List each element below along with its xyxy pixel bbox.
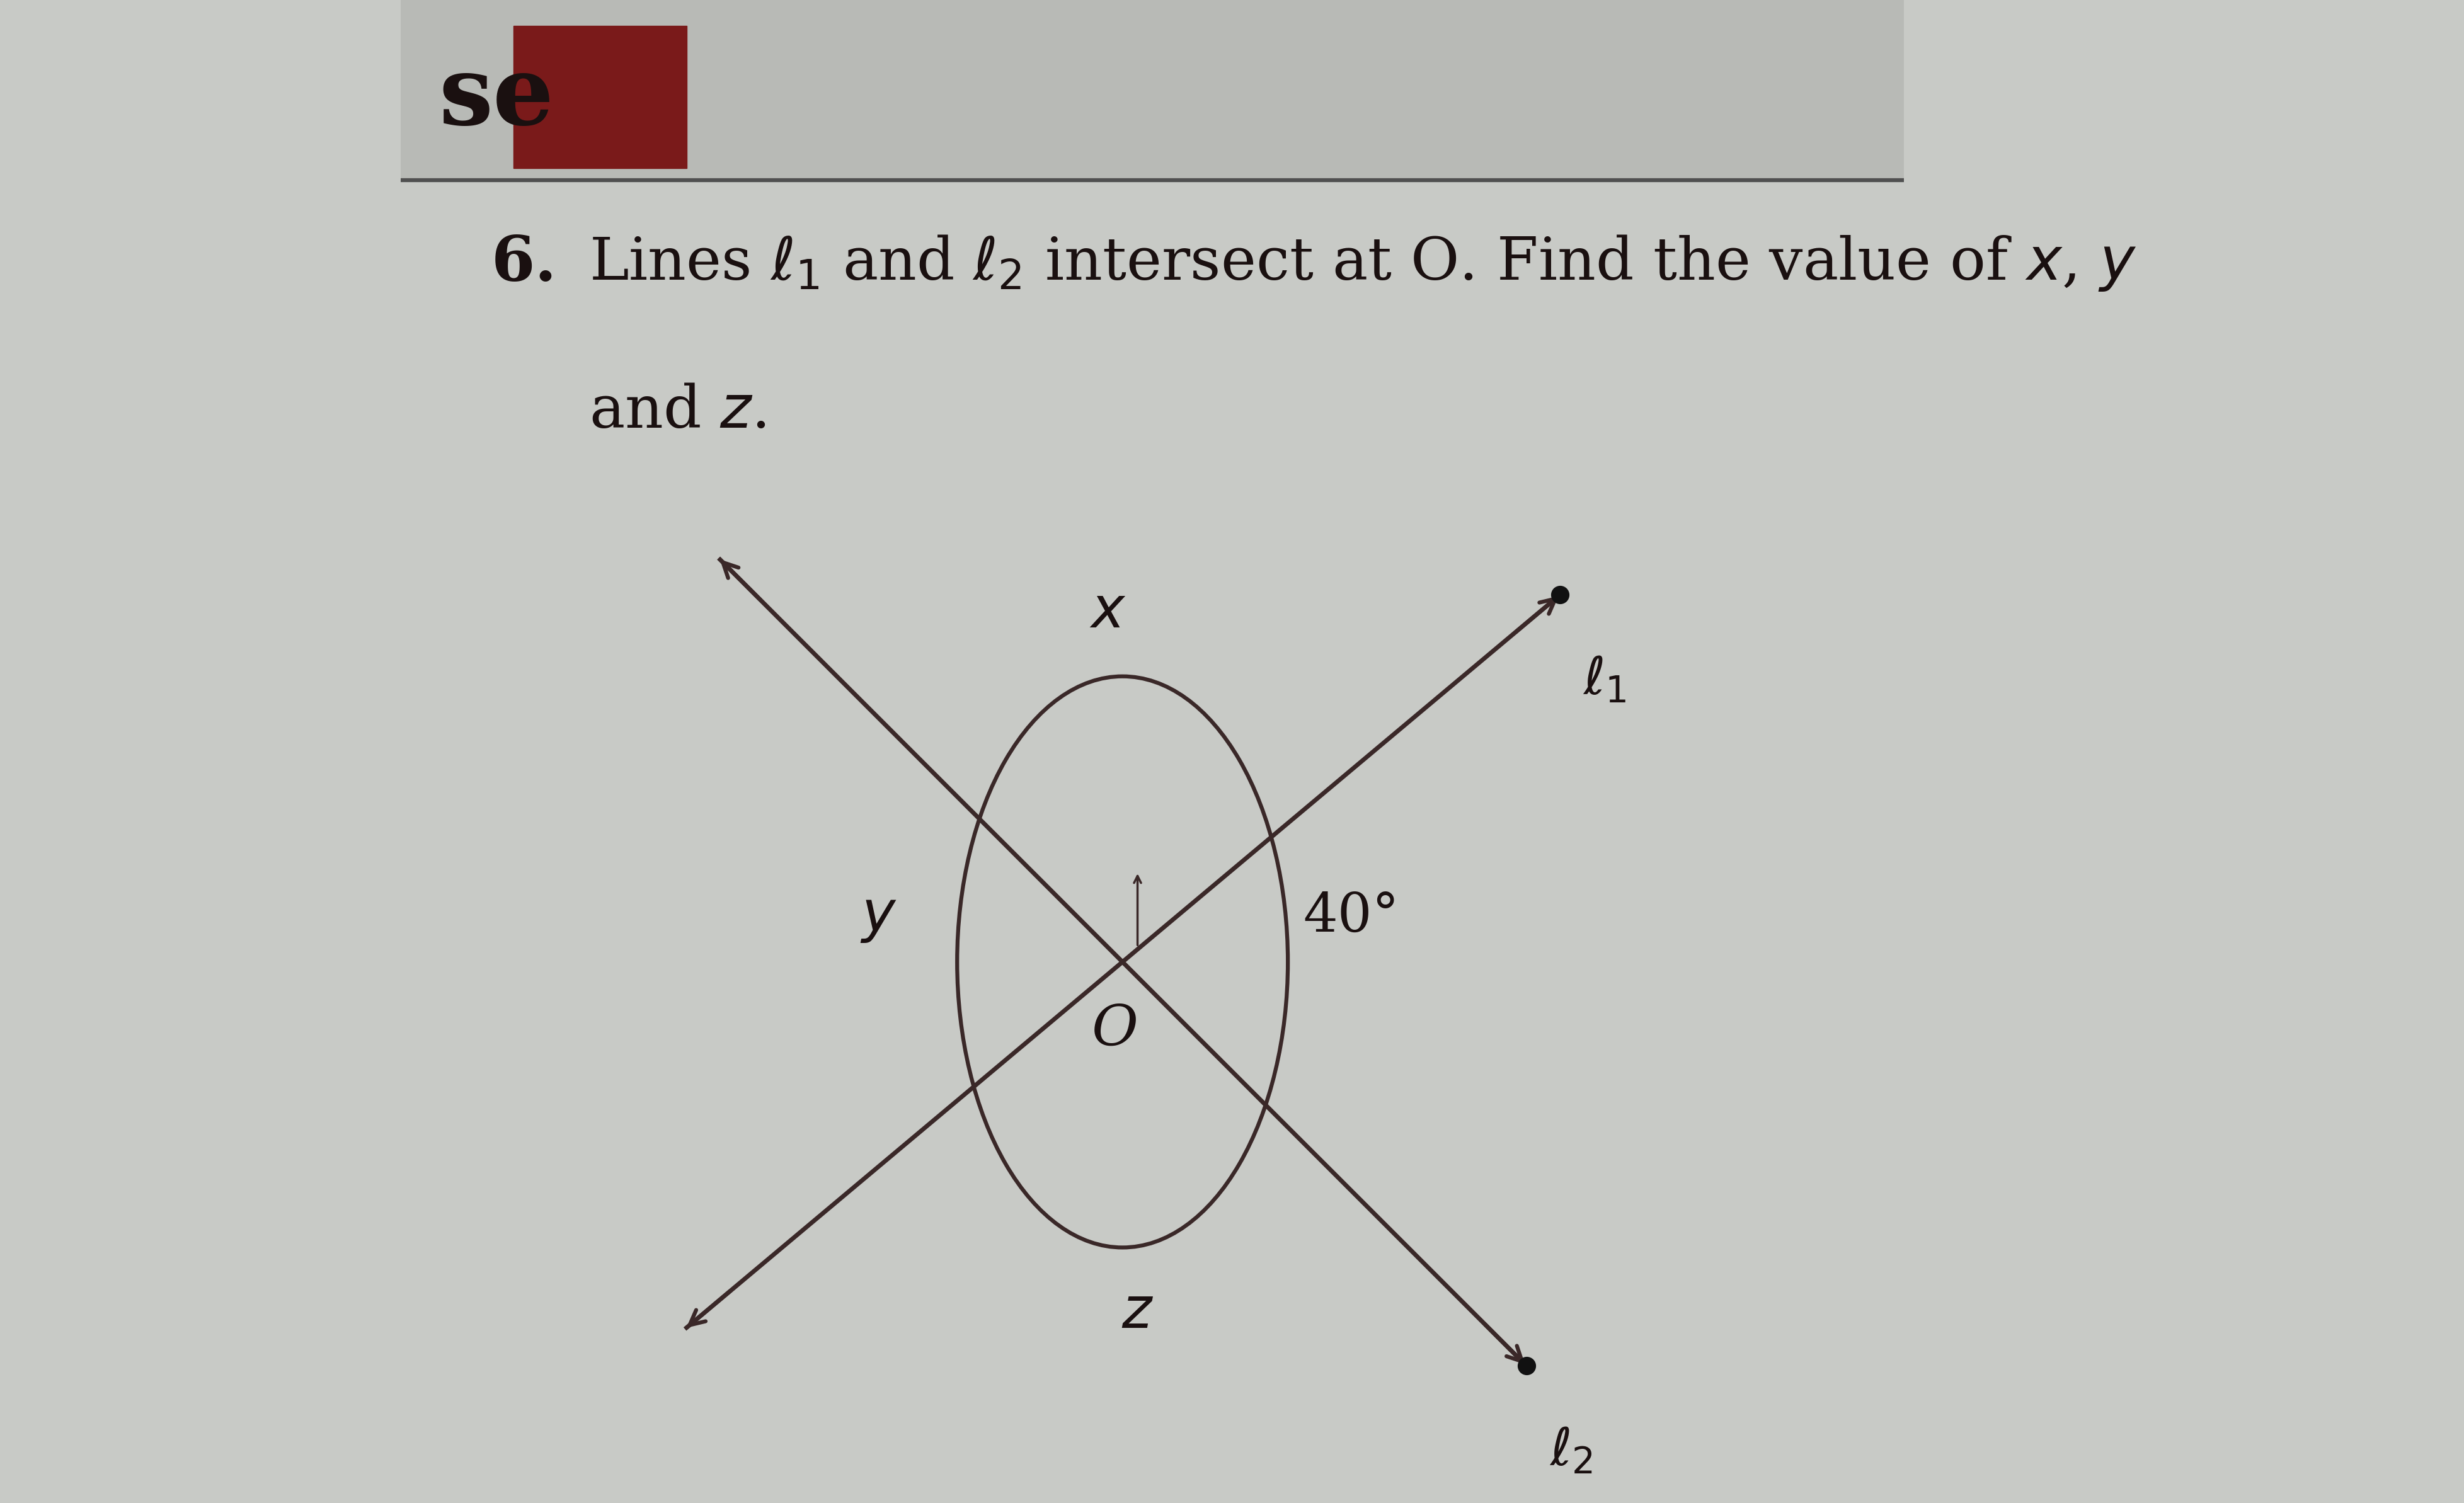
Text: $x$: $x$ — [1089, 585, 1126, 639]
Text: $y$: $y$ — [860, 890, 897, 944]
Text: Lines $\ell_1$ and $\ell_2$ intersect at O. Find the value of $x$, $y$: Lines $\ell_1$ and $\ell_2$ intersect at… — [589, 233, 2136, 293]
Text: O: O — [1092, 1003, 1138, 1057]
Text: 6.: 6. — [490, 233, 557, 295]
Text: 40°: 40° — [1303, 891, 1400, 942]
Text: $\ell_1$: $\ell_1$ — [1582, 655, 1626, 705]
Bar — [402, 0, 1905, 180]
Bar — [513, 26, 687, 168]
Text: and $z$.: and $z$. — [589, 383, 766, 440]
Text: $\ell_2$: $\ell_2$ — [1550, 1426, 1592, 1476]
Text: se: se — [439, 51, 554, 144]
Text: $z$: $z$ — [1121, 1285, 1153, 1339]
